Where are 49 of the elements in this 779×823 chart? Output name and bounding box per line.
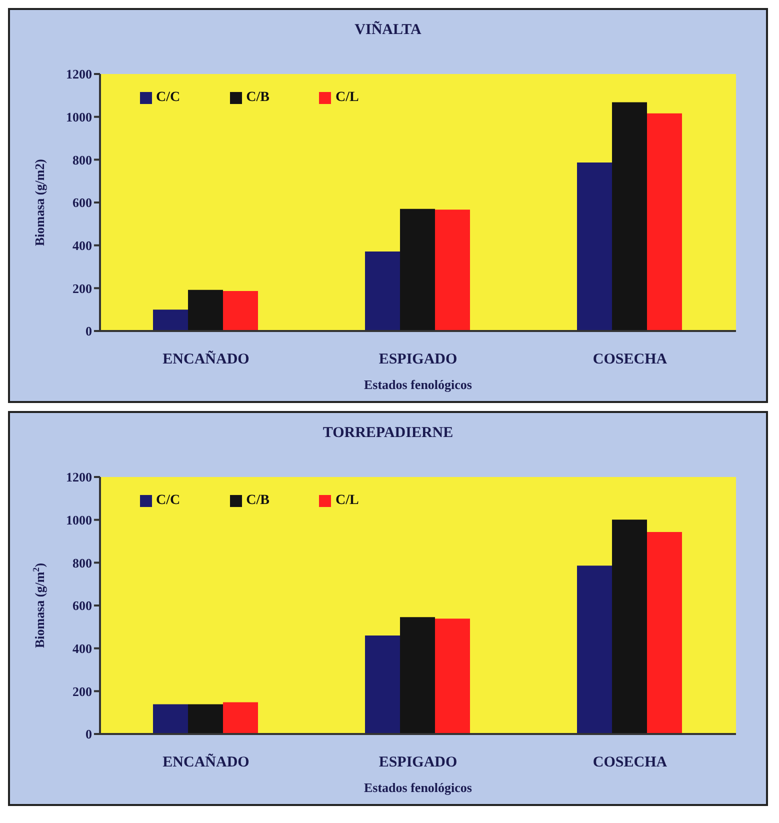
bar <box>188 290 223 331</box>
bar <box>400 208 435 331</box>
x-tick-label: ENCAÑADO <box>162 350 250 368</box>
bar <box>612 102 647 331</box>
y-tick-label: 400 <box>72 640 92 656</box>
bar <box>435 210 470 331</box>
y-tick-label: 400 <box>72 238 92 253</box>
bar <box>612 520 647 734</box>
legend-label: C/L <box>335 90 359 105</box>
y-tick-label: 0 <box>86 324 92 339</box>
legend-label: C/C <box>156 90 180 105</box>
bar <box>188 704 223 734</box>
bar <box>365 635 400 734</box>
y-tick-label: 1000 <box>66 512 92 528</box>
chart-title: TORREPADIERNE <box>322 425 454 442</box>
x-axis-title: Estados fenológicos <box>364 377 472 392</box>
x-tick-label: COSECHA <box>592 352 668 368</box>
bar <box>647 532 682 734</box>
y-tick-label: 0 <box>86 726 92 742</box>
x-tick-label: COSECHA <box>592 754 668 771</box>
chart-title: VIÑALTA <box>354 22 422 39</box>
bar <box>577 566 612 734</box>
x-tick-label: ESPIGADO <box>378 754 458 771</box>
y-tick-label: 800 <box>72 152 92 168</box>
legend-label: C/C <box>156 493 180 508</box>
bar <box>577 162 612 331</box>
bar <box>153 310 188 331</box>
bar <box>365 252 400 331</box>
legend-label: C/L <box>335 493 359 508</box>
y-tick-label: 1200 <box>66 470 92 485</box>
y-tick-label: 600 <box>72 195 92 210</box>
y-tick-label: 200 <box>72 280 92 296</box>
x-tick-label: ESPIGADO <box>378 352 458 368</box>
bar <box>223 702 258 734</box>
bar <box>435 618 470 734</box>
bar <box>223 290 258 331</box>
y-tick-label: 200 <box>72 684 92 699</box>
bar <box>153 704 188 734</box>
x-axis-title: Estados fenológicos <box>364 780 472 795</box>
y-tick-label: 1000 <box>66 109 92 124</box>
y-tick-label: 1200 <box>66 66 92 82</box>
legend-label: C/B <box>246 90 270 105</box>
bar <box>647 113 682 331</box>
y-tick-label: 800 <box>72 555 92 570</box>
y-tick-label: 600 <box>72 598 92 614</box>
bar <box>400 617 435 734</box>
legend-label: C/B <box>246 493 270 508</box>
x-tick-label: ENCAÑADO <box>162 754 250 771</box>
y-axis-title: Biomasa (g/m2) <box>32 158 47 246</box>
